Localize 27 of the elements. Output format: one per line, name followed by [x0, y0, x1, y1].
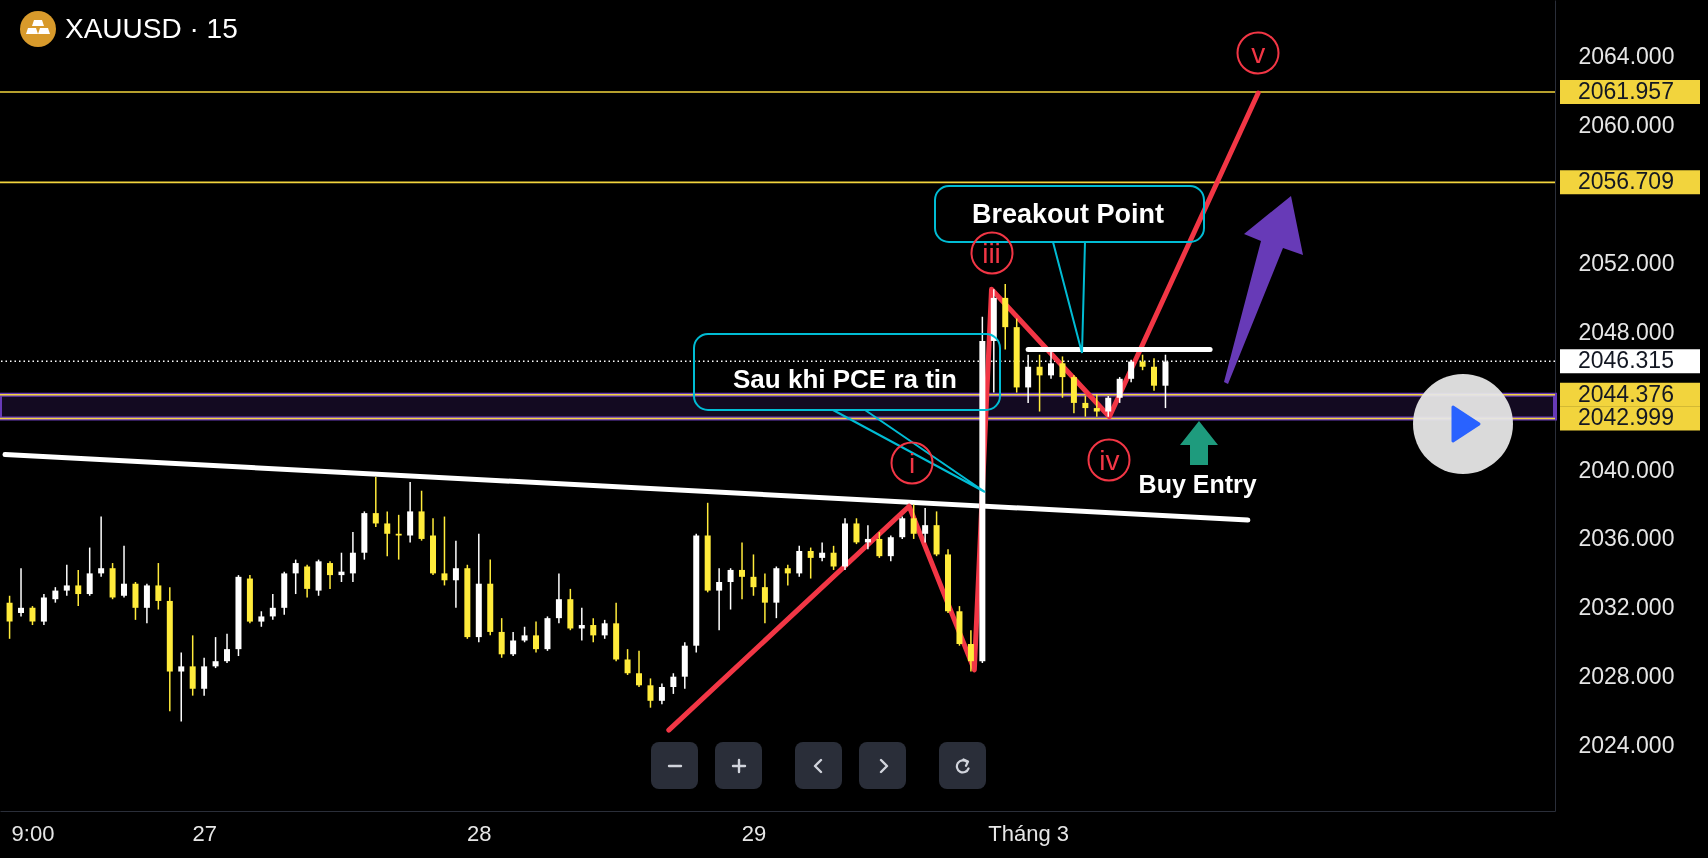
chart-title: XAUUSD · 15	[65, 13, 238, 44]
y-tick-label: 2028.000	[1578, 663, 1675, 690]
annotation: Sau khi PCE ra tin	[733, 364, 957, 394]
annotation: v	[1251, 37, 1266, 69]
y-tick-label: 2060.000	[1578, 112, 1675, 139]
y-tick-label: 2040.000	[1578, 456, 1675, 483]
y-tick-label: 2064.000	[1578, 43, 1675, 70]
annotation: i	[908, 448, 916, 480]
y-tick-label: 2036.000	[1578, 525, 1675, 552]
ref-line-label: 2046.315	[1578, 347, 1674, 374]
annotation: Breakout Point	[971, 198, 1165, 229]
annotation: Buy Entry	[1138, 469, 1257, 498]
x-tick-label: 9:00	[11, 820, 55, 846]
ref-line-label: 2044.376	[1578, 380, 1674, 407]
x-tick-label: 27	[192, 820, 217, 846]
x-tick-label: 28	[467, 820, 492, 846]
ref-line-label: 2042.999	[1578, 404, 1674, 431]
annotation: iii	[982, 238, 1001, 270]
ref-line-label: 2061.957	[1578, 78, 1674, 104]
y-tick-label: 2032.000	[1578, 594, 1675, 621]
y-tick-label: 2052.000	[1578, 249, 1675, 276]
y-tick-label: 2024.000	[1578, 732, 1675, 759]
x-tick-label: 29	[741, 820, 767, 846]
x-tick-label: Tháng 3	[988, 820, 1069, 846]
ref-line-label: 2056.709	[1578, 168, 1674, 195]
y-tick-label: 2048.000	[1578, 318, 1675, 345]
annotation: iv	[1099, 444, 1120, 476]
